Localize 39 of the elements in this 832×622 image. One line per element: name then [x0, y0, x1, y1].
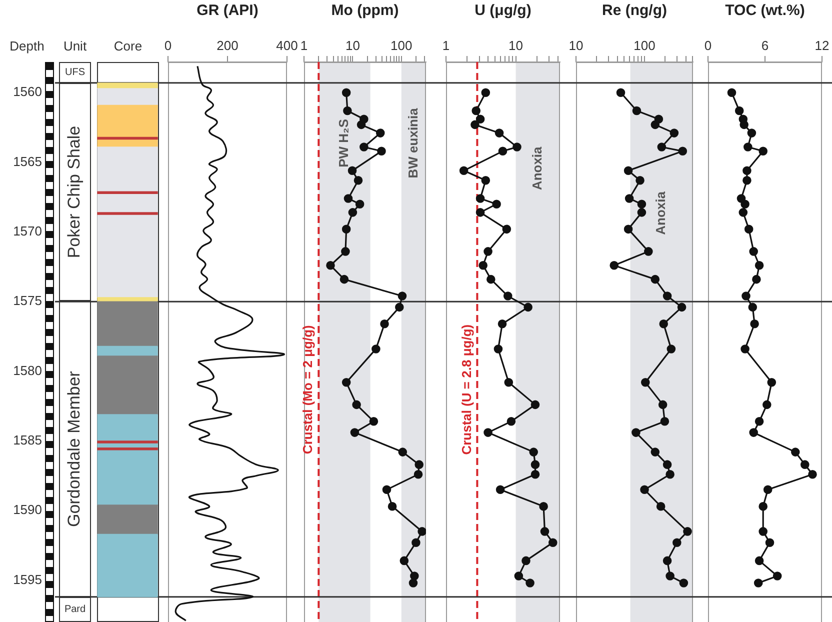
ref-line-label: Crustal (U = 2.8 μg/g) [458, 324, 474, 455]
annotation: Pard [64, 604, 86, 615]
x-tick-label: 10 [508, 38, 524, 53]
y-tick-label: 1595 [13, 572, 42, 587]
x-axis-title: Mo (ppm) [331, 2, 399, 20]
y-tick-label: 1585 [13, 432, 42, 448]
x-tick-label: 0 [704, 38, 712, 53]
x-axis-title: U (μg/g) [474, 2, 532, 20]
x-tick-label: 400 [276, 38, 298, 53]
annotation: Gordondale Member [64, 370, 84, 527]
annotation: Poker Chip Shale [64, 126, 84, 258]
x-axis-title: TOC (wt.%) [725, 2, 805, 20]
x-tick-label: 1 [300, 38, 308, 53]
ref-line-label: Crustal (Mo = 2 μg/g) [300, 325, 316, 454]
band-label: Anoxia [653, 190, 668, 235]
y-tick-label: 1560 [13, 84, 42, 100]
band-label: Anoxia [529, 146, 544, 190]
x-axis-title: Re (ng/g) [602, 2, 667, 20]
x-tick-label: 1 [442, 38, 450, 53]
y-tick-label: 1575 [13, 293, 42, 308]
x-tick-label: 10 [345, 38, 360, 53]
x-tick-label: 0 [164, 38, 172, 53]
band-label: BW euxinia [405, 107, 420, 178]
x-tick-label: 100 [634, 38, 656, 53]
text: Core [114, 38, 142, 54]
x-axis-title: GR (API) [196, 2, 258, 20]
x-tick-label: 6 [761, 38, 769, 53]
x-tick-label: 12 [814, 38, 830, 53]
y-tick-label: 1565 [13, 154, 42, 169]
y-tick-label: 1580 [13, 362, 42, 378]
text: Unit [63, 38, 87, 54]
band-label: PW H₂S [336, 118, 352, 168]
x-tick-label: 200 [216, 38, 238, 53]
y-axis-title: Depth [10, 38, 44, 54]
x-tick-label: 100 [390, 38, 412, 53]
annotation: UFS [65, 66, 86, 78]
y-tick-label: 1590 [13, 502, 42, 518]
x-tick-label: 10 [568, 38, 584, 53]
y-tick-label: 1570 [13, 224, 42, 239]
